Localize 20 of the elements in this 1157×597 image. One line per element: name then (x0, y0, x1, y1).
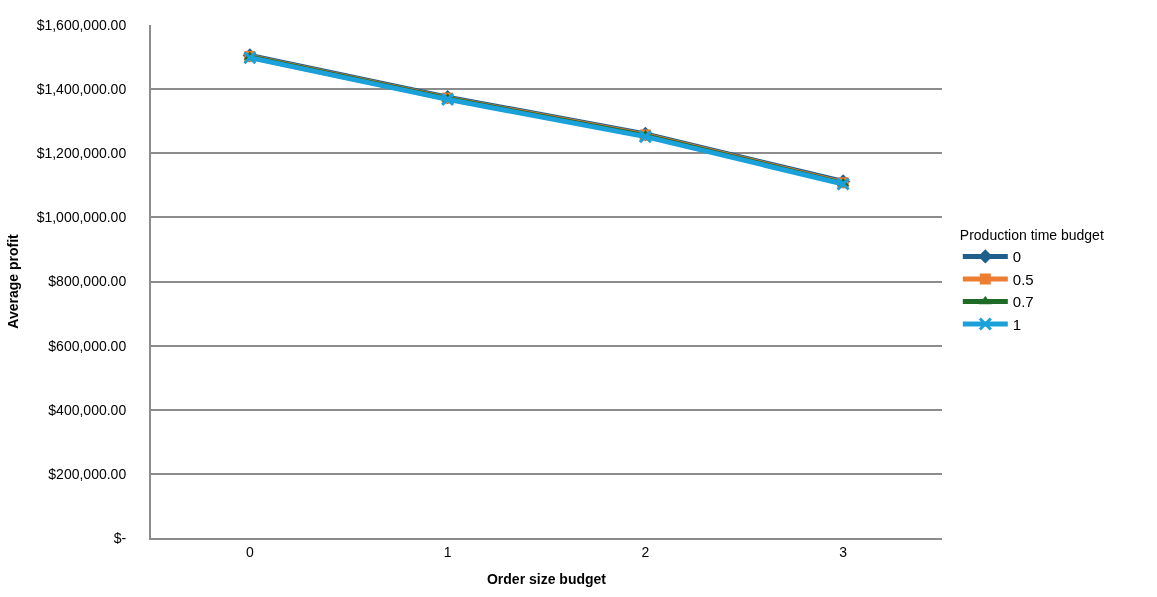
legend-label: 0 (1012, 248, 1022, 266)
legend-label: 1 (1012, 315, 1022, 333)
x-tick-label: 3 (839, 543, 848, 560)
y-tick-label: $200,000.00 (48, 465, 127, 482)
y-tick-label: $- (113, 529, 127, 546)
legend-label: 0.5 (1012, 270, 1034, 288)
x-axis-title: Order size budget (486, 570, 607, 587)
y-tick-label: $600,000.00 (48, 337, 127, 354)
y-tick-label: $1,400,000.00 (36, 81, 127, 98)
x-tick-label: 1 (443, 543, 452, 560)
y-tick-label: $1,200,000.00 (36, 145, 127, 162)
y-axis-title: Average profit (4, 233, 21, 329)
legend-title: Production time budget (959, 227, 1104, 244)
x-tick-label: 0 (245, 543, 254, 560)
y-tick-label: $400,000.00 (48, 401, 127, 418)
y-tick-label: $1,000,000.00 (36, 209, 127, 226)
legend-label: 0.7 (1012, 293, 1034, 311)
y-tick-label: $1,600,000.00 (36, 16, 127, 33)
y-tick-label: $800,000.00 (48, 273, 127, 290)
x-tick-label: 2 (641, 543, 650, 560)
